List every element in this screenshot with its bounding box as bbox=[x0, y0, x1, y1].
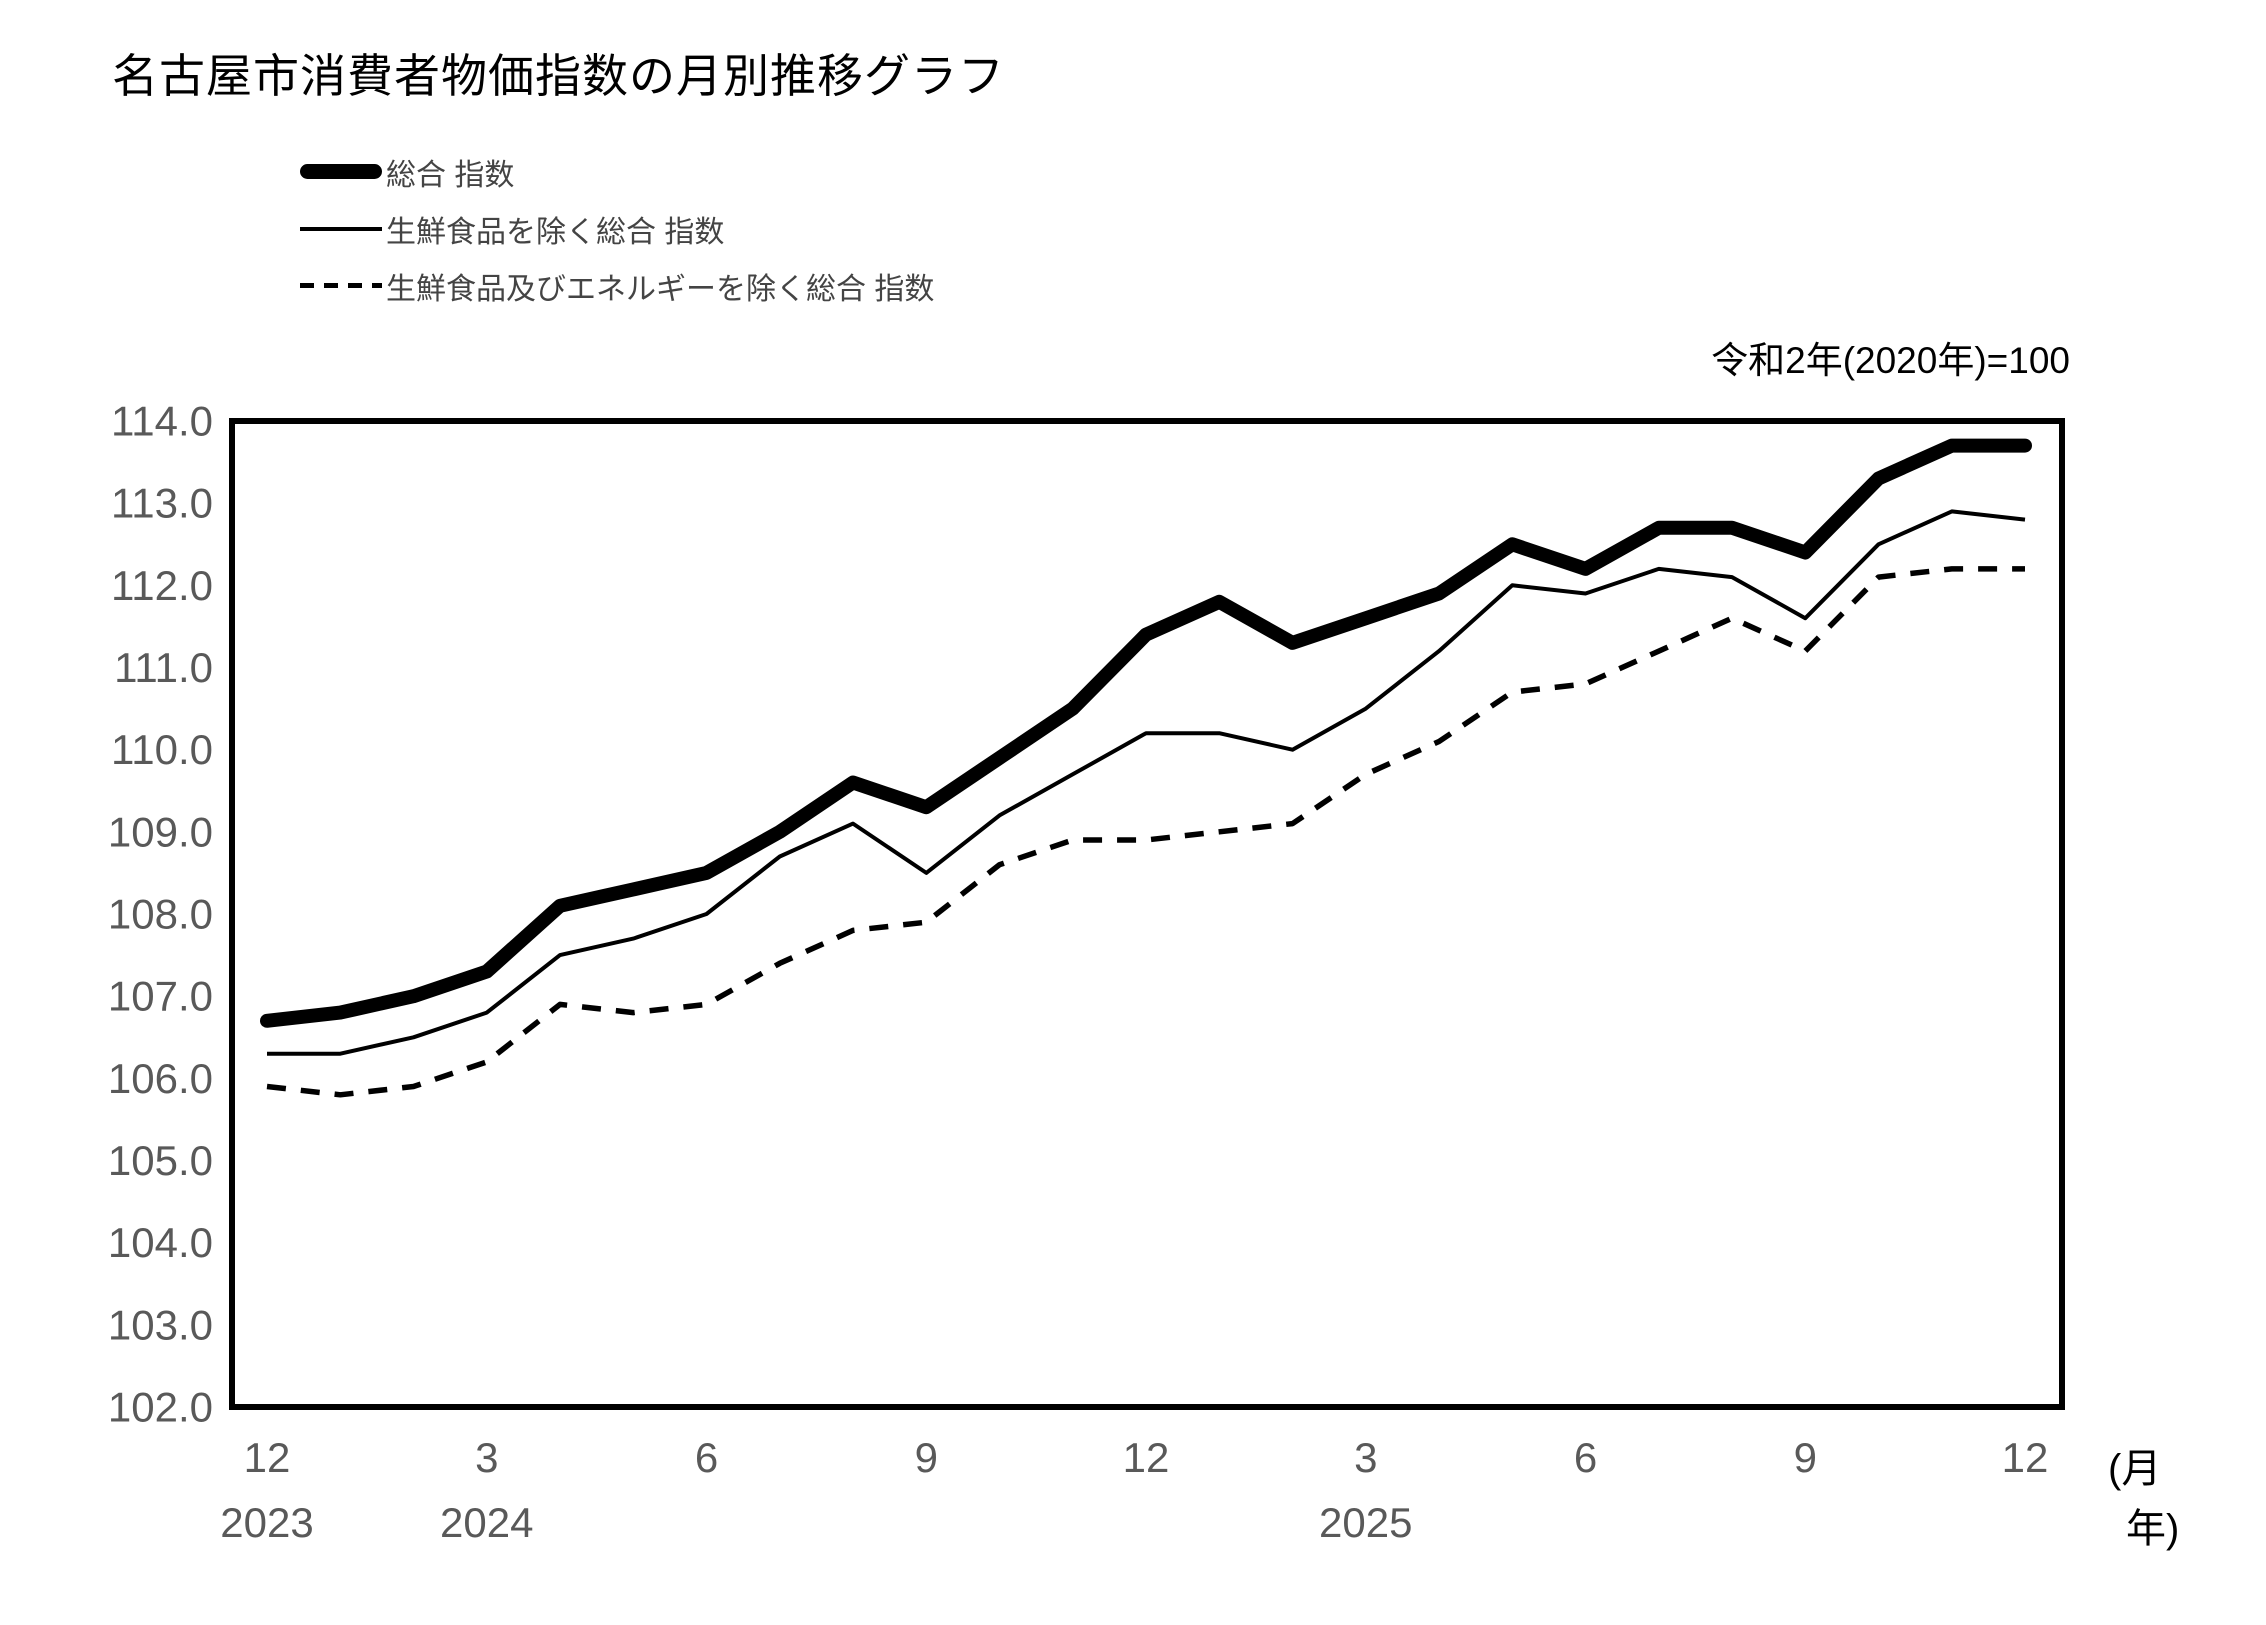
x-axis-year-label: 2023 bbox=[220, 1499, 313, 1546]
x-axis-month-label: 9 bbox=[915, 1434, 938, 1481]
y-axis-tick-label: 114.0 bbox=[111, 398, 213, 445]
x-axis-month-label: 3 bbox=[1354, 1434, 1377, 1481]
x-axis-month-label: 3 bbox=[475, 1434, 498, 1481]
legend-label-sogo: 総合 指数 bbox=[386, 158, 515, 192]
y-axis-tick-label: 107.0 bbox=[108, 973, 213, 1020]
y-axis-tick-label: 113.0 bbox=[111, 480, 213, 527]
x-axis-unit-month: (月 bbox=[2108, 1447, 2162, 1491]
x-axis-unit-year: 年) bbox=[2126, 1507, 2180, 1551]
legend-item-sogo: 総合 指数 bbox=[300, 143, 934, 200]
chart-title: 名古屋市消費者物価指数の月別推移グラフ bbox=[112, 50, 1005, 102]
x-axis-month-label: 6 bbox=[695, 1434, 718, 1481]
series-line-2 bbox=[266, 566, 2025, 1098]
y-axis-tick-label: 105.0 bbox=[108, 1137, 213, 1184]
base-year-note: 令和2年(2020年)=100 bbox=[1711, 340, 2070, 381]
y-axis-tick-label: 111.0 bbox=[114, 644, 213, 691]
dashed-line-sample-icon bbox=[300, 283, 382, 288]
y-axis-tick-label: 103.0 bbox=[108, 1301, 213, 1348]
thin-line-sample-icon bbox=[300, 226, 382, 231]
series-line-0 bbox=[260, 438, 2032, 1028]
y-axis-tick-label: 108.0 bbox=[108, 891, 213, 938]
legend-item-ex-fresh: 生鮮食品を除く総合 指数 bbox=[300, 200, 934, 257]
x-axis-month-label: 12 bbox=[1123, 1434, 1170, 1481]
plot-frame bbox=[229, 418, 2065, 1410]
y-axis-tick-label: 112.0 bbox=[111, 562, 213, 609]
x-axis-month-label: 9 bbox=[1794, 1434, 1817, 1481]
y-axis-tick-label: 110.0 bbox=[111, 726, 213, 773]
legend-label-ex-fresh-energy: 生鮮食品及びエネルギーを除く総合 指数 bbox=[386, 272, 935, 306]
y-axis-tick-label: 104.0 bbox=[108, 1219, 213, 1266]
legend-label-ex-fresh: 生鮮食品を除く総合 指数 bbox=[386, 215, 725, 249]
series-line-1 bbox=[267, 509, 2026, 1056]
x-axis-year-label: 2024 bbox=[440, 1499, 533, 1546]
x-axis-month-label: 12 bbox=[244, 1434, 291, 1481]
x-axis-month-label: 12 bbox=[2002, 1434, 2049, 1481]
y-axis-tick-label: 102.0 bbox=[108, 1384, 213, 1431]
thick-line-sample-icon bbox=[300, 164, 382, 179]
y-axis-tick-label: 109.0 bbox=[108, 808, 213, 855]
y-axis-tick-label: 106.0 bbox=[108, 1055, 213, 1102]
x-axis-month-label: 6 bbox=[1574, 1434, 1597, 1481]
x-axis-year-label: 2025 bbox=[1319, 1499, 1412, 1546]
legend-item-ex-fresh-energy: 生鮮食品及びエネルギーを除く総合 指数 bbox=[300, 257, 934, 314]
chart-legend: 総合 指数 生鮮食品を除く総合 指数 生鮮食品及びエネルギーを除く総合 指数 bbox=[300, 143, 934, 314]
